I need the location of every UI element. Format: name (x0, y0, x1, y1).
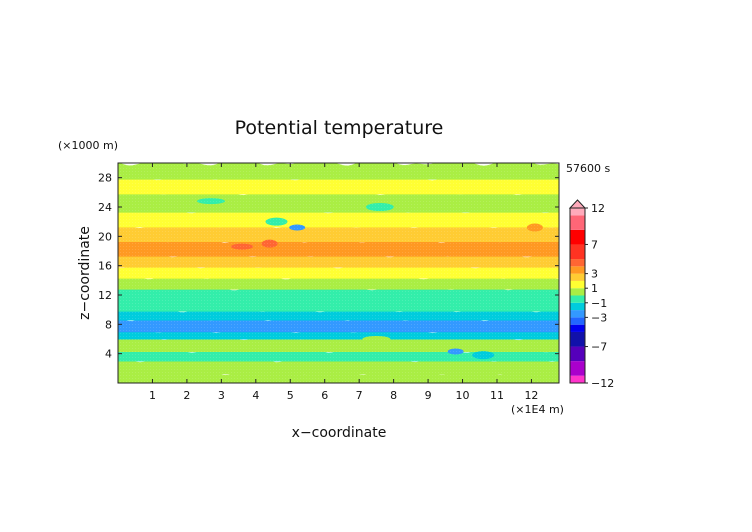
y-tick-label: 20 (98, 230, 112, 243)
y-tick-label: 8 (105, 318, 112, 331)
colorbar-frame (569, 207, 586, 384)
colorbar-segment (570, 288, 585, 296)
x-tick-label: 9 (425, 389, 432, 402)
colorbar-segment (570, 273, 585, 281)
colorbar-segment (570, 215, 585, 230)
colorbar-segment (570, 317, 585, 325)
colorbar-tick-label: 7 (591, 238, 598, 251)
colorbar-tick-label: −12 (591, 377, 614, 390)
colorbar-tick-label: 1 (591, 282, 598, 295)
colorbar-segment (570, 324, 585, 332)
colorbar-tick-label: −3 (591, 311, 607, 324)
colorbar-arrow (568, 199, 587, 209)
colorbar-segment (570, 295, 585, 303)
colorbar-tick-label: −7 (591, 341, 607, 354)
x-tick-label: 11 (490, 389, 504, 402)
x-tick-label: 5 (287, 389, 294, 402)
colorbar-segment (570, 259, 585, 267)
plot-frame (117, 162, 560, 384)
y-tick-label: 28 (98, 172, 112, 185)
chart-title: Potential temperature (235, 117, 444, 139)
y-unit-label: (×1000 m) (58, 139, 118, 152)
y-tick-label: 12 (98, 289, 112, 302)
colorbar-segment (570, 331, 585, 347)
colorbar-segment (570, 361, 585, 376)
x-tick-label: 8 (390, 389, 397, 402)
x-axis-title: x−coordinate (292, 425, 387, 441)
colorbar-tick-label: 3 (591, 268, 598, 281)
colorbar-segment (570, 375, 585, 383)
time-label: 57600 s (566, 162, 610, 175)
x-tick-label: 6 (321, 389, 328, 402)
x-tick-label: 12 (524, 389, 538, 402)
y-tick-label: 16 (98, 260, 112, 273)
colorbar-tick-label: 12 (591, 202, 605, 215)
colorbar-segment (570, 229, 585, 245)
x-tick-label: 4 (252, 389, 259, 402)
y-tick-label: 4 (105, 348, 112, 361)
colorbar-segment (570, 266, 585, 274)
y-tick-label: 24 (98, 201, 112, 214)
colorbar-segment (570, 208, 585, 216)
x-tick-label: 2 (183, 389, 190, 402)
x-tick-label: 7 (356, 389, 363, 402)
y-axis-title: z−coordinate (77, 226, 93, 320)
colorbar: 12 7 31 −1−3 −7 −12 (568, 199, 614, 390)
x-axis-ticks: 1 2 3 4 5 6 7 8 9 10 11 12 (149, 163, 538, 402)
colorbar-segment (570, 302, 585, 311)
y-axis-ticks: 4 8 12 16 20 24 28 (98, 172, 559, 361)
colorbar-segment (570, 310, 585, 318)
x-tick-label: 3 (218, 389, 225, 402)
colorbar-segment (570, 280, 585, 289)
field-texture (118, 163, 559, 383)
x-tick-label: 10 (456, 389, 470, 402)
colorbar-tick-label: −1 (591, 297, 607, 310)
colorbar-segment (570, 346, 585, 362)
x-tick-label: 1 (149, 389, 156, 402)
x-unit-label: (×1E4 m) (511, 403, 564, 416)
colorbar-segment (570, 244, 585, 260)
